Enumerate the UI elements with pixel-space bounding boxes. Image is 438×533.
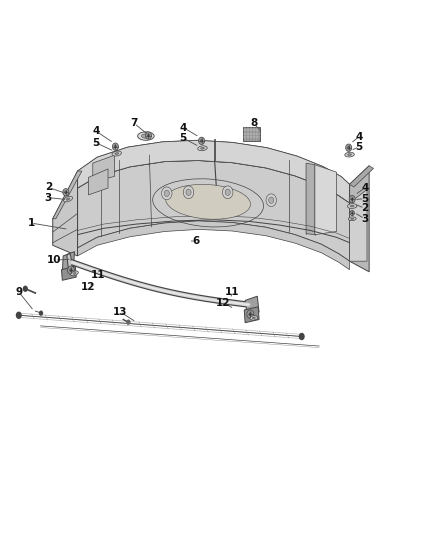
- Circle shape: [350, 211, 354, 216]
- Polygon shape: [62, 252, 74, 273]
- Ellipse shape: [112, 151, 121, 156]
- Text: 5: 5: [93, 138, 100, 148]
- Circle shape: [70, 268, 73, 272]
- Polygon shape: [350, 166, 369, 272]
- Polygon shape: [350, 190, 367, 261]
- Ellipse shape: [71, 271, 78, 276]
- Circle shape: [113, 143, 118, 150]
- Polygon shape: [244, 307, 259, 322]
- Circle shape: [351, 212, 353, 214]
- Text: 8: 8: [250, 118, 258, 128]
- Text: 3: 3: [361, 214, 368, 224]
- Text: 5: 5: [356, 142, 363, 152]
- Text: 4: 4: [356, 132, 363, 142]
- Circle shape: [63, 189, 69, 196]
- Polygon shape: [350, 166, 374, 187]
- Ellipse shape: [250, 316, 258, 320]
- Polygon shape: [53, 171, 82, 219]
- Circle shape: [247, 310, 254, 318]
- Circle shape: [223, 186, 233, 199]
- Text: 5: 5: [361, 193, 368, 204]
- Ellipse shape: [350, 218, 354, 220]
- Ellipse shape: [201, 147, 205, 149]
- Circle shape: [268, 197, 274, 204]
- Text: 13: 13: [113, 306, 127, 317]
- Ellipse shape: [66, 198, 70, 200]
- Circle shape: [164, 190, 170, 197]
- FancyBboxPatch shape: [243, 127, 260, 141]
- Ellipse shape: [115, 152, 119, 155]
- Circle shape: [64, 191, 67, 194]
- Polygon shape: [78, 140, 350, 203]
- Ellipse shape: [345, 152, 354, 157]
- Circle shape: [16, 312, 22, 319]
- Ellipse shape: [73, 272, 76, 274]
- Ellipse shape: [348, 154, 351, 156]
- Circle shape: [126, 319, 131, 325]
- Ellipse shape: [138, 132, 154, 140]
- Circle shape: [225, 189, 230, 196]
- Ellipse shape: [64, 196, 73, 202]
- Polygon shape: [78, 140, 350, 203]
- Polygon shape: [78, 160, 350, 261]
- Text: 11: 11: [225, 287, 239, 297]
- Circle shape: [145, 132, 152, 139]
- Circle shape: [186, 189, 191, 196]
- Text: 4: 4: [180, 123, 187, 133]
- Ellipse shape: [347, 204, 357, 208]
- Text: 11: 11: [91, 270, 105, 280]
- Circle shape: [67, 266, 74, 274]
- Text: 2: 2: [361, 203, 368, 213]
- Polygon shape: [78, 221, 350, 270]
- Circle shape: [162, 187, 172, 200]
- Ellipse shape: [141, 134, 150, 138]
- Text: 1: 1: [27, 218, 35, 228]
- Text: 10: 10: [47, 255, 62, 265]
- Polygon shape: [61, 266, 76, 280]
- Text: 6: 6: [193, 236, 200, 246]
- Ellipse shape: [252, 317, 255, 319]
- Ellipse shape: [198, 146, 207, 151]
- Polygon shape: [93, 155, 115, 182]
- Circle shape: [184, 186, 194, 199]
- Text: 9: 9: [15, 287, 22, 297]
- Circle shape: [299, 333, 305, 340]
- Text: 12: 12: [81, 281, 95, 292]
- Circle shape: [266, 194, 276, 207]
- Polygon shape: [53, 171, 78, 256]
- Circle shape: [39, 311, 43, 316]
- Circle shape: [349, 196, 355, 203]
- Circle shape: [347, 146, 350, 149]
- Polygon shape: [306, 163, 315, 235]
- Text: 12: 12: [216, 297, 230, 308]
- Circle shape: [23, 286, 28, 292]
- Circle shape: [346, 144, 352, 151]
- Circle shape: [114, 145, 117, 148]
- Text: 4: 4: [92, 126, 100, 136]
- Circle shape: [249, 312, 252, 316]
- Circle shape: [200, 139, 203, 142]
- Text: 2: 2: [45, 182, 52, 192]
- Polygon shape: [245, 296, 259, 316]
- Circle shape: [198, 137, 205, 144]
- Circle shape: [147, 134, 150, 137]
- Polygon shape: [88, 169, 108, 195]
- Text: 3: 3: [45, 192, 52, 203]
- Ellipse shape: [350, 205, 354, 207]
- Text: 4: 4: [361, 183, 368, 193]
- Ellipse shape: [348, 217, 356, 221]
- Polygon shape: [315, 165, 336, 235]
- Ellipse shape: [166, 184, 251, 219]
- Text: 7: 7: [131, 118, 138, 128]
- Circle shape: [351, 198, 353, 201]
- Text: 5: 5: [180, 133, 187, 143]
